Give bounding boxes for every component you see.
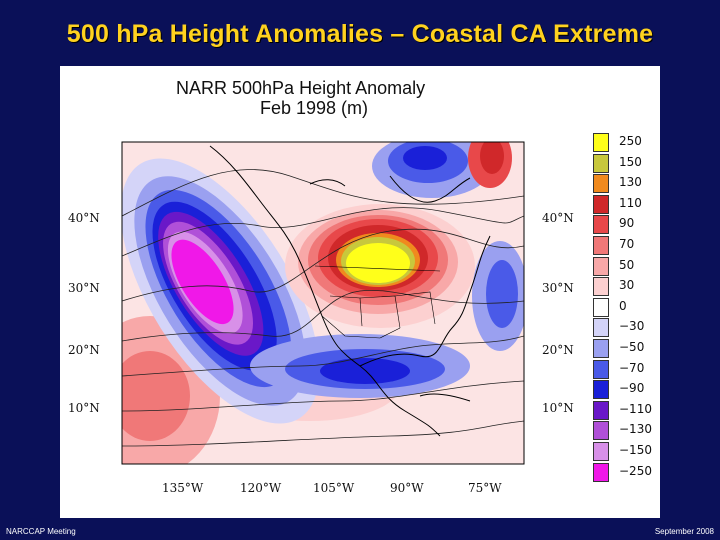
colorbar-label: −90 [619, 381, 645, 396]
colorbar-swatch [593, 421, 609, 441]
lon-label-120w: 120°W [240, 481, 282, 495]
anomaly-map [121, 141, 525, 465]
lat-label-right-10: 10°N [542, 401, 574, 415]
colorbar-swatch [593, 339, 609, 358]
lon-label-105w: 105°W [313, 481, 355, 495]
lat-label-right-40: 40°N [542, 211, 574, 225]
atlantic-contour-70 [486, 260, 518, 328]
figure-title-line1: NARR 500hPa Height Anomaly [176, 78, 426, 98]
lat-label-left-10: 10°N [68, 401, 100, 415]
figure-title: NARR 500hPa Height Anomaly Feb 1998 (m) [176, 78, 425, 118]
colorbar-swatch [593, 133, 609, 152]
gulf-contour-90 [320, 358, 410, 384]
colorbar-swatch [593, 277, 609, 297]
northeast-contour-110 [480, 142, 504, 174]
north-contour-90 [403, 146, 447, 170]
colorbar-swatch [593, 380, 609, 400]
colorbar-swatch [593, 359, 609, 379]
colorbar-label: −250 [619, 463, 652, 478]
colorbar-label: 30 [619, 278, 635, 293]
figure-panel: NARR 500hPa Height Anomaly Feb 1998 (m) [60, 66, 660, 518]
positive-anomaly-central-canada [285, 204, 475, 328]
colorbar-label: −130 [619, 422, 652, 437]
lon-label-135w: 135°W [162, 481, 204, 495]
colorbar-label: 130 [619, 175, 642, 190]
footer-right: September 2008 [654, 527, 714, 536]
colorbar-swatch [593, 256, 609, 276]
colorbar-swatch [593, 318, 609, 338]
colorbar-label: 150 [619, 154, 642, 169]
colorbar-swatch [593, 297, 609, 317]
positive-anomaly-southwest-core [122, 351, 190, 441]
lon-label-90w: 90°W [390, 481, 424, 495]
slide-title: 500 hPa Height Anomalies – Coastal CA Ex… [66, 20, 654, 48]
colorbar-swatch [593, 442, 609, 461]
colorbar-label: 0 [619, 298, 627, 313]
colorbar-label: −110 [619, 401, 652, 416]
colorbar-label: 250 [619, 134, 642, 148]
colorbar-label: −70 [619, 360, 645, 375]
lat-label-right-30: 30°N [542, 281, 574, 295]
colorbar-swatch [593, 400, 609, 420]
lon-label-75w: 75°W [468, 481, 502, 495]
neg-contour-250 [171, 239, 234, 325]
colorbar-swatch [593, 462, 609, 482]
pos-contour-250 [346, 243, 410, 283]
lat-label-left-40: 40°N [68, 211, 100, 225]
colorbar-label: 110 [619, 195, 642, 210]
colorbar-label: −150 [619, 443, 652, 457]
political-boundaries [314, 265, 441, 339]
colorbar-swatch [593, 174, 609, 194]
colorbar-swatch [593, 215, 609, 235]
colorbar-swatch [593, 153, 609, 173]
figure-title-line2: Feb 1998 (m) [260, 98, 369, 118]
lat-label-left-20: 20°N [68, 343, 100, 357]
footer-left: NARCCAP Meeting [6, 527, 76, 536]
lat-label-right-20: 20°N [542, 343, 574, 357]
colorbar-swatch [593, 236, 609, 255]
colorbar-swatch [593, 194, 609, 214]
colorbar-label: 50 [619, 257, 635, 272]
lat-label-left-30: 30°N [68, 281, 100, 295]
colorbar-label: −50 [619, 340, 645, 354]
colorbar-label: 90 [619, 216, 635, 231]
height-contours [122, 169, 524, 447]
colorbar-label: 70 [619, 237, 635, 251]
colorbar-label: −30 [619, 319, 645, 334]
map-frame [121, 141, 525, 465]
